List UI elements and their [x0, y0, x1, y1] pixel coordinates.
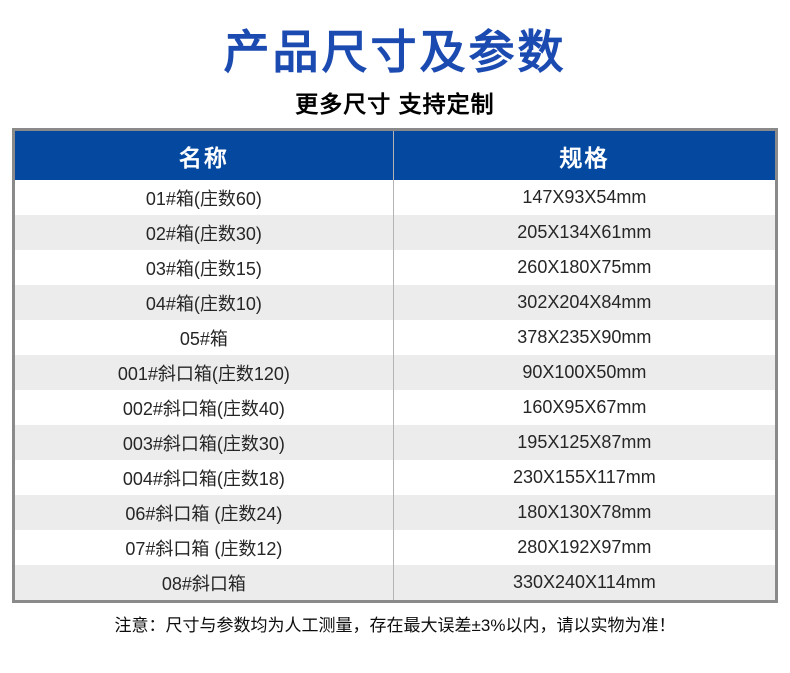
cell-product-name: 08#斜口箱: [161, 573, 246, 594]
table-row: 06#斜口箱 (庄数24) 180X130X78mm: [15, 495, 775, 530]
table-row: 003#斜口箱(庄数30) 195X125X87mm: [15, 425, 775, 460]
page-subtitle: 更多尺寸 支持定制: [295, 91, 495, 117]
cell-product-spec: 180X130X78mm: [392, 495, 775, 530]
cell-product-name: 01#箱(庄数60): [145, 188, 262, 209]
table-row: 08#斜口箱 330X240X114mm: [15, 565, 775, 600]
cell-product-spec: 160X95X67mm: [392, 390, 775, 425]
table-body: 01#箱(庄数60) 147X93X54mm 02#箱(庄数30) 205X134X6…: [15, 180, 775, 600]
table-row: 001#斜口箱(庄数120) 90X100X50mm: [15, 355, 775, 390]
table-header-row: 名称 规格: [15, 131, 775, 180]
cell-product-spec: 195X125X87mm: [392, 425, 775, 460]
cell-product-spec: 147X93X54mm: [392, 180, 775, 215]
disclaimer-note: 注意：尺寸与参数均为人工测量，存在最大误差±3%以内，请以实物为准！: [114, 616, 676, 635]
cell-product-name: 001#斜口箱(庄数120): [117, 363, 290, 384]
cell-product-name: 002#斜口箱(庄数40): [122, 398, 285, 419]
table-row: 04#箱(庄数10) 302X204X84mm: [15, 285, 775, 320]
column-header-spec: 规格: [392, 131, 775, 180]
cell-product-spec: 330X240X114mm: [392, 565, 775, 600]
table-row: 03#箱(庄数15) 260X180X75mm: [15, 250, 775, 285]
cell-product-name: 07#斜口箱 (庄数12): [125, 538, 283, 559]
cell-product-name: 06#斜口箱 (庄数24): [125, 503, 283, 524]
table-row: 004#斜口箱(庄数18) 230X155X117mm: [15, 460, 775, 495]
cell-product-name: 003#斜口箱(庄数30): [122, 433, 285, 454]
column-header-name: 名称: [178, 144, 229, 171]
table-row: 01#箱(庄数60) 147X93X54mm: [15, 180, 775, 215]
cell-product-spec: 205X134X61mm: [392, 215, 775, 250]
cell-product-spec: 302X204X84mm: [392, 285, 775, 320]
cell-product-spec: 90X100X50mm: [392, 355, 775, 390]
cell-product-spec: 260X180X75mm: [392, 250, 775, 285]
table-row: 02#箱(庄数30) 205X134X61mm: [15, 215, 775, 250]
cell-product-name: 05#箱: [179, 328, 228, 349]
cell-product-name: 04#箱(庄数10): [145, 293, 262, 314]
cell-product-spec: 378X235X90mm: [392, 320, 775, 355]
spec-table: 名称 规格 01#箱(庄数60) 147X93X54mm 02#箱(庄数30) 205…: [12, 128, 778, 603]
cell-product-spec: 280X192X97mm: [392, 530, 775, 565]
page-title: 产品尺寸及参数: [223, 26, 567, 78]
cell-product-name: 03#箱(庄数15): [145, 258, 262, 279]
table-row: 002#斜口箱(庄数40) 160X95X67mm: [15, 390, 775, 425]
cell-product-spec: 230X155X117mm: [392, 460, 775, 495]
table-row: 05#箱 378X235X90mm: [15, 320, 775, 355]
table-row: 07#斜口箱 (庄数12) 280X192X97mm: [15, 530, 775, 565]
cell-product-name: 004#斜口箱(庄数18): [122, 468, 285, 489]
cell-product-name: 02#箱(庄数30): [145, 223, 262, 244]
